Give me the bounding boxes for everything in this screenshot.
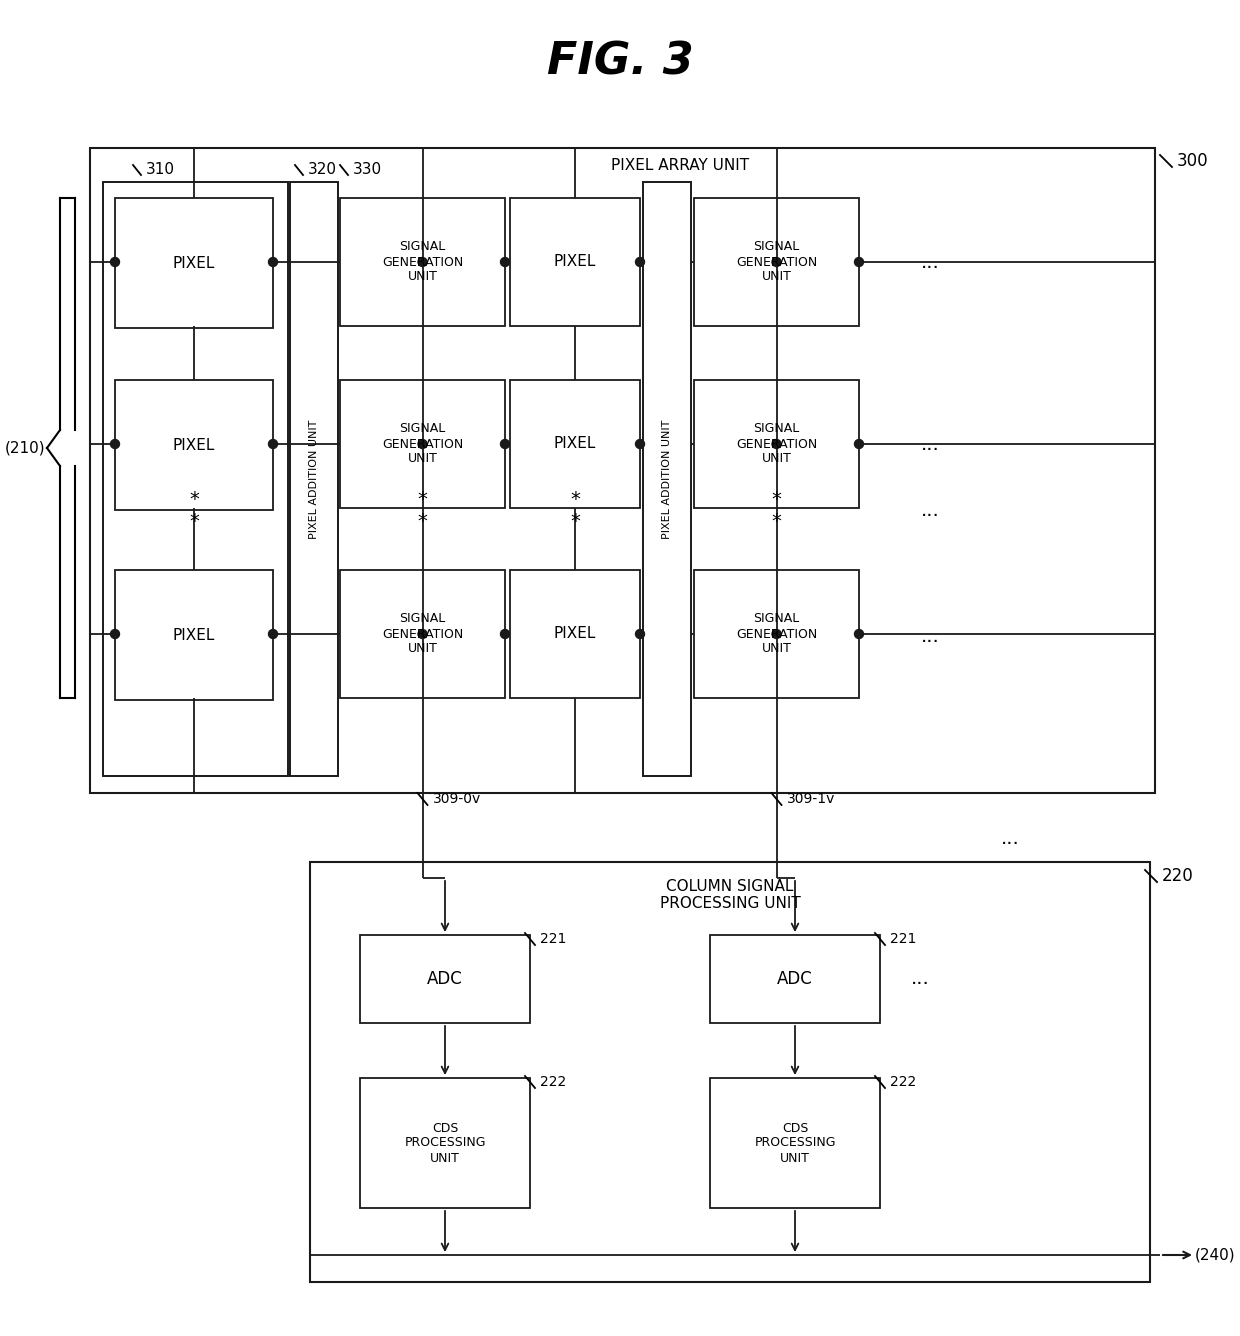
Bar	[360, 1078, 529, 1208]
Text: 222: 222	[890, 1075, 916, 1089]
Bar	[644, 182, 691, 776]
Text: PIXEL: PIXEL	[172, 437, 216, 453]
Text: PIXEL: PIXEL	[172, 628, 216, 643]
Text: SIGNAL
GENERATION
UNIT: SIGNAL GENERATION UNIT	[735, 240, 817, 283]
Bar	[694, 198, 859, 326]
Bar	[694, 379, 859, 508]
Bar	[115, 570, 273, 700]
Text: SIGNAL
GENERATION
UNIT: SIGNAL GENERATION UNIT	[735, 612, 817, 656]
Circle shape	[501, 629, 510, 639]
Bar	[310, 862, 1149, 1283]
Bar	[694, 570, 859, 697]
Circle shape	[854, 629, 863, 639]
Text: PIXEL: PIXEL	[554, 437, 596, 452]
Bar	[115, 198, 273, 329]
Text: SIGNAL
GENERATION
UNIT: SIGNAL GENERATION UNIT	[382, 422, 463, 465]
Circle shape	[773, 629, 781, 639]
Circle shape	[773, 258, 781, 266]
Text: 330: 330	[353, 163, 382, 178]
Circle shape	[635, 629, 645, 639]
Text: 221: 221	[890, 933, 916, 946]
Text: *
*: * *	[188, 489, 198, 530]
Bar	[711, 1078, 880, 1208]
Text: ADC: ADC	[777, 970, 813, 989]
Text: ...: ...	[920, 253, 940, 271]
Circle shape	[854, 440, 863, 449]
Circle shape	[418, 629, 427, 639]
Circle shape	[635, 440, 645, 449]
Text: SIGNAL
GENERATION
UNIT: SIGNAL GENERATION UNIT	[735, 422, 817, 465]
Circle shape	[269, 440, 278, 449]
Bar	[115, 379, 273, 510]
Text: CDS
PROCESSING
UNIT: CDS PROCESSING UNIT	[404, 1121, 486, 1165]
Text: 309-1v: 309-1v	[786, 792, 835, 806]
Bar	[510, 379, 640, 508]
Circle shape	[635, 258, 645, 266]
Circle shape	[854, 258, 863, 266]
Circle shape	[269, 629, 278, 639]
Text: PIXEL: PIXEL	[554, 254, 596, 270]
Text: PIXEL ADDITION UNIT: PIXEL ADDITION UNIT	[309, 420, 319, 538]
Text: *
*: * *	[570, 489, 580, 530]
Text: *
*: * *	[418, 489, 428, 530]
Text: 220: 220	[1162, 867, 1194, 884]
Text: *
*: * *	[771, 489, 781, 530]
Text: ...: ...	[1001, 828, 1019, 847]
Text: 309-0v: 309-0v	[433, 792, 481, 806]
Text: (210): (210)	[5, 441, 46, 456]
Circle shape	[110, 258, 119, 266]
Text: 222: 222	[539, 1075, 567, 1089]
Bar	[510, 570, 640, 697]
Text: (240): (240)	[1194, 1248, 1235, 1263]
Text: ...: ...	[920, 627, 940, 645]
Circle shape	[110, 629, 119, 639]
Bar	[340, 198, 505, 326]
Text: SIGNAL
GENERATION
UNIT: SIGNAL GENERATION UNIT	[382, 240, 463, 283]
Text: 310: 310	[146, 163, 175, 178]
Text: ...: ...	[910, 970, 929, 989]
Text: ADC: ADC	[427, 970, 463, 989]
Text: 320: 320	[308, 163, 337, 178]
Text: COLUMN SIGNAL
PROCESSING UNIT: COLUMN SIGNAL PROCESSING UNIT	[660, 879, 800, 911]
Text: 221: 221	[539, 933, 567, 946]
Bar	[290, 182, 339, 776]
Text: PIXEL: PIXEL	[172, 255, 216, 270]
Text: ...: ...	[920, 501, 940, 520]
Text: FIG. 3: FIG. 3	[547, 40, 693, 83]
Bar	[103, 182, 288, 776]
Circle shape	[501, 258, 510, 266]
Text: PIXEL ARRAY UNIT: PIXEL ARRAY UNIT	[611, 159, 749, 174]
Bar	[340, 379, 505, 508]
Text: SIGNAL
GENERATION
UNIT: SIGNAL GENERATION UNIT	[382, 612, 463, 656]
Circle shape	[418, 440, 427, 449]
Circle shape	[501, 440, 510, 449]
Bar	[510, 198, 640, 326]
Circle shape	[418, 258, 427, 266]
Text: ...: ...	[920, 434, 940, 453]
Circle shape	[110, 440, 119, 449]
Circle shape	[269, 258, 278, 266]
Bar	[340, 570, 505, 697]
Text: 300: 300	[1177, 152, 1209, 170]
Text: PIXEL ADDITION UNIT: PIXEL ADDITION UNIT	[662, 420, 672, 538]
Circle shape	[773, 440, 781, 449]
Bar	[711, 935, 880, 1023]
Text: CDS
PROCESSING
UNIT: CDS PROCESSING UNIT	[754, 1121, 836, 1165]
Bar	[91, 148, 1154, 794]
Text: PIXEL: PIXEL	[554, 627, 596, 641]
Bar	[360, 935, 529, 1023]
